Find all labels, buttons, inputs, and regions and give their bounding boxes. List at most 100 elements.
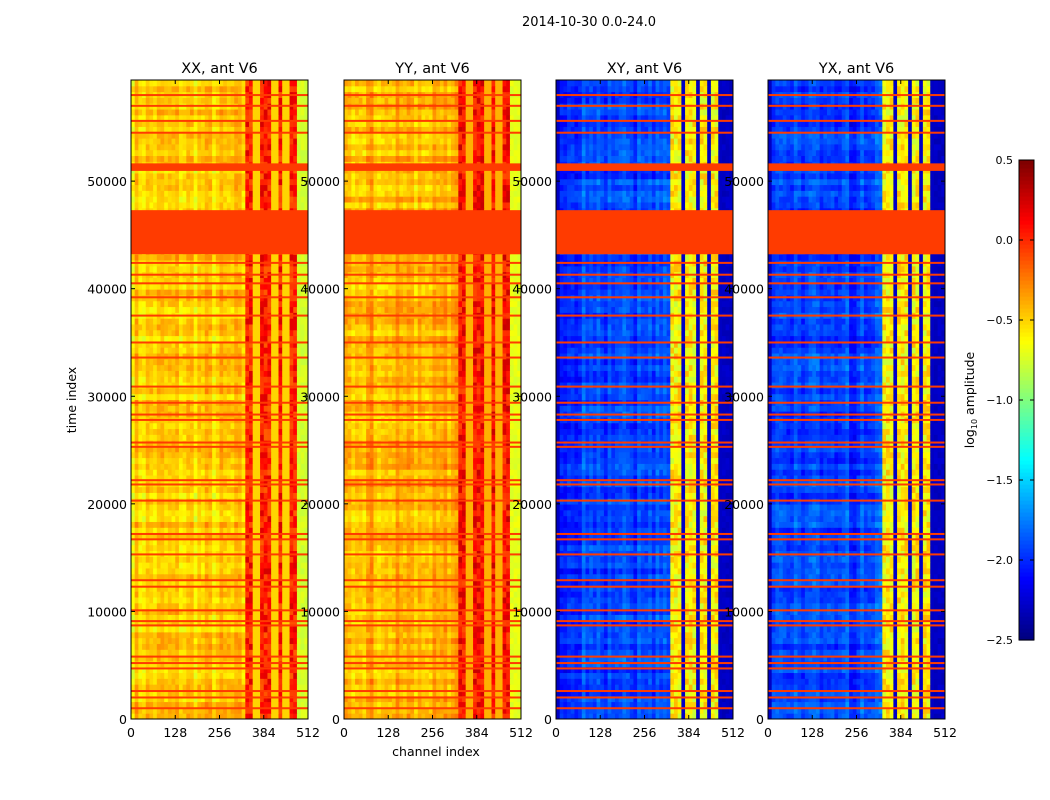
heatmap-cell [182,509,187,517]
heatmap-cell [304,155,309,162]
heatmap-cell [278,608,283,615]
heatmap-cell [134,393,139,400]
heatmap-cell [178,527,184,534]
heatmap-cell [208,567,213,575]
heatmap-cell [204,620,209,627]
heatmap-cell [249,527,254,534]
heatmap-cell [249,602,254,610]
heatmap-cell [164,318,169,325]
heatmap-cell [285,387,291,395]
heatmap-cell [300,143,305,151]
heatmap-cell [252,445,257,453]
heatmap-cell [230,649,235,656]
heatmap-cell [164,306,169,313]
heatmap-cell [186,486,191,493]
heatmap-cell [186,335,191,342]
heatmap-cell [230,602,235,610]
heatmap-cell [212,672,217,679]
heatmap-cell [208,689,213,697]
heatmap-cell [193,562,198,569]
heatmap-cell [145,684,150,691]
heatmap-cell [160,509,165,517]
heatmap-cell [278,370,283,377]
heatmap-cell [274,451,279,459]
heatmap-cell [208,556,213,563]
heatmap-cell [208,289,213,296]
heatmap-cell [260,341,265,348]
heatmap-cell [267,172,272,180]
heatmap-cell [271,509,276,517]
heatmap-cell [138,579,143,586]
heatmap-cell [274,335,279,342]
heatmap-cell [223,608,228,615]
heatmap-cell [215,434,220,441]
heatmap-cell [156,277,161,284]
heatmap-cell [282,114,287,122]
heatmap-cell [156,358,161,366]
heatmap-cell [193,660,198,668]
heatmap-cell [215,376,220,383]
heatmap-cell [245,486,250,493]
heatmap-cell [241,597,246,604]
heatmap-cell [201,138,206,145]
heatmap-cell [296,405,302,412]
heatmap-cell [212,533,217,540]
heatmap-cell [245,196,250,203]
heatmap-cell [263,486,268,493]
heatmap-cell [285,602,291,610]
heatmap-cell [234,713,239,720]
heatmap-cell [201,341,206,348]
heatmap-cell [171,707,176,714]
heatmap-cell [212,469,217,476]
heatmap-cell [234,335,239,342]
heatmap-cell [156,591,161,598]
heatmap-cell [241,649,246,656]
heatmap-cell [153,567,158,575]
heatmap-cell [167,567,173,575]
heatmap-cell [156,451,161,459]
heatmap-cell [131,626,136,633]
heatmap-cell [293,289,298,296]
heatmap-cell [274,579,279,586]
heatmap-cell [182,602,187,610]
heatmap-cell [300,155,305,162]
heatmap-cell [252,329,257,337]
heatmap-cell [263,695,268,703]
heatmap-cell [304,149,309,157]
heatmap-cell [278,573,283,581]
heatmap-cell [190,196,195,203]
heatmap-cell [230,393,235,400]
heatmap-cell [197,190,202,197]
heatmap-cell [234,701,239,708]
heatmap-cell [193,689,198,697]
heatmap-cell [142,109,147,116]
heatmap-cell [142,457,147,464]
heatmap-cell [289,579,294,586]
heatmap-cell [285,149,291,157]
heatmap-cell [304,579,309,586]
heatmap-cell [156,382,161,389]
heatmap-cell [293,265,298,273]
heatmap-cell [167,521,173,528]
heatmap-cell [149,620,154,627]
heatmap-cell [208,509,213,517]
heatmap-cell [256,573,261,581]
heatmap-cell [212,655,217,662]
heatmap-cell [289,672,294,679]
heatmap-cell [278,614,283,621]
heatmap-cell [186,567,191,575]
heatmap-cell [145,527,150,534]
heatmap-cell [178,585,184,592]
heatmap-cell [164,579,169,586]
heatmap-cell [223,138,228,145]
heatmap-cell [278,120,283,127]
heatmap-cell [223,562,228,569]
heatmap-cell [241,678,246,685]
heatmap-cell [296,283,302,290]
heatmap-cell [282,689,287,697]
heatmap-cell [300,678,305,685]
heatmap-cell [178,341,184,348]
heatmap-cell [219,306,224,313]
heatmap-cell [260,451,265,459]
heatmap-cell [230,597,235,604]
